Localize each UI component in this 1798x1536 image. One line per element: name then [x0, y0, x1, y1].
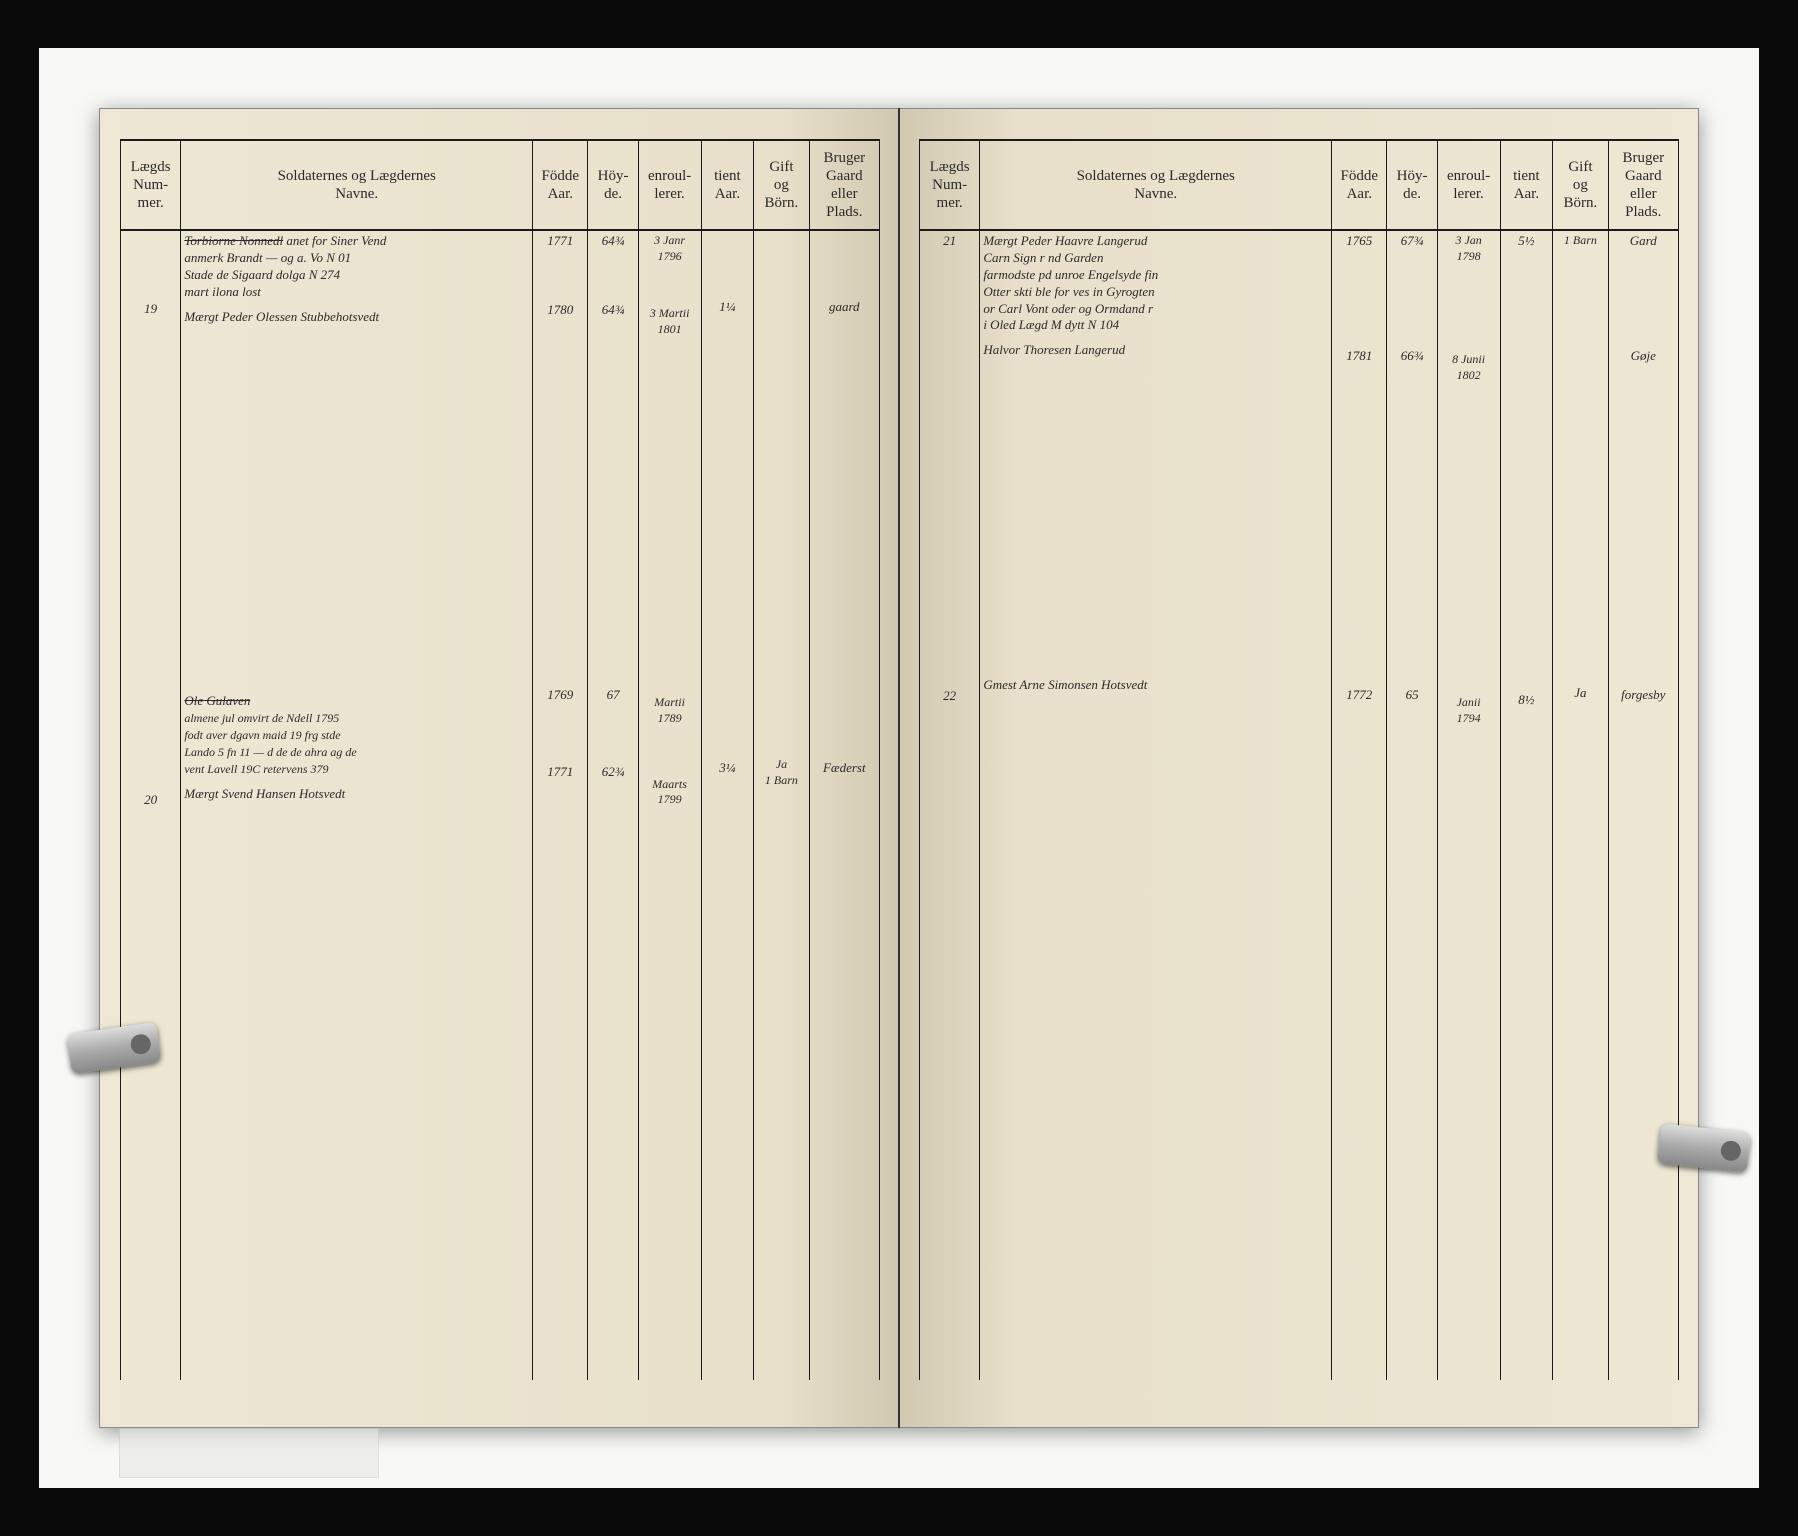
film-tab: [119, 1428, 379, 1478]
entry-gift: Ja: [1556, 685, 1604, 702]
header-enroul: enroul-lerer.: [638, 140, 701, 230]
book-spine: [898, 108, 900, 1428]
right-page: LægdsNum-mer. Soldaternes og LægdernesNa…: [899, 108, 1699, 1428]
entry-enroul: 8 Junii1802: [1441, 352, 1497, 383]
header-num: LægdsNum-mer.: [121, 140, 181, 230]
table-row: 21 22 Mærgt Peder Haavre Langerud Carn S…: [920, 230, 1679, 1380]
entry-fodde: 1769: [536, 687, 584, 704]
header-enroul: enroul-lerer.: [1437, 140, 1500, 230]
header-hoyde: Höy-de.: [1387, 140, 1437, 230]
entry-fodde: 1780: [536, 302, 584, 319]
register-table-right: LægdsNum-mer. Soldaternes og LægdernesNa…: [919, 139, 1679, 1380]
header-bruger: BrugerGaardellerPlads.: [1608, 140, 1678, 230]
entry-fodde: 1771: [536, 233, 584, 250]
entry-num: 20: [124, 792, 177, 809]
entry-name: Gmest Arne Simonsen Hotsvedt: [983, 677, 1328, 694]
entry-name: Mærgt Svend Hansen Hotsvedt: [184, 786, 529, 803]
entry-note: anet for Siner Vend: [286, 233, 386, 248]
entry-gift: 1 Barn: [1556, 233, 1604, 249]
entry-sub: anmerk Brandt — og a. Vo N 01Stade de Si…: [184, 250, 351, 299]
hoyde-col: 67¾ 66¾ 65: [1387, 230, 1437, 1380]
tient-col: 1¼ 3¼: [701, 230, 754, 1380]
entry-enroul: 3 Martii1801: [642, 306, 698, 337]
entry-tient: 8½: [1504, 692, 1550, 709]
register-book: LægdsNum-mer. Soldaternes og LægdernesNa…: [99, 108, 1699, 1428]
entry-hoyde: 67¾: [1390, 233, 1433, 250]
gift-col: Ja1 Barn: [754, 230, 809, 1380]
header-fodde: FöddeAar.: [1332, 140, 1387, 230]
entry-bruger: Fæderst: [813, 760, 876, 777]
entry-name: Halvor Thoresen Langerud: [983, 342, 1328, 359]
entry-name-struck: Torbiorne Nonnedl: [184, 233, 283, 248]
entry-hoyde: 67: [591, 687, 634, 704]
enroul-col: 3 Janr1796 3 Martii1801 Martii1789 Maart…: [638, 230, 701, 1380]
entry-enroul: 3 Jan1798: [1441, 233, 1497, 264]
entry-tient: 1¼: [705, 299, 751, 316]
num-col: 21 22: [920, 230, 980, 1380]
header-row: LægdsNum-mer. Soldaternes og LægdernesNa…: [920, 140, 1679, 230]
entry-fodde: 1771: [536, 764, 584, 781]
bruger-col: gaard Fæderst: [809, 230, 879, 1380]
entry-enroul: Janii1794: [1441, 695, 1497, 726]
names-col: Mærgt Peder Haavre Langerud Carn Sign r …: [980, 230, 1332, 1380]
entry-hoyde: 66¾: [1390, 348, 1433, 365]
entry-fodde: 1781: [1335, 348, 1383, 365]
fodde-col: 1765 1781 1772: [1332, 230, 1387, 1380]
entry-hoyde: 62¾: [591, 764, 634, 781]
names-col: Torbiorne Nonnedl anet for Siner Vend an…: [181, 230, 533, 1380]
entry-tient: 3¼: [705, 760, 751, 777]
entry-num: 22: [923, 688, 976, 705]
entry-tient: 5½: [1504, 233, 1550, 250]
header-fodde: FöddeAar.: [533, 140, 588, 230]
entry-hoyde: 65: [1390, 687, 1433, 704]
header-bruger: BrugerGaardellerPlads.: [809, 140, 879, 230]
entry-enroul: Martii1789: [642, 695, 698, 726]
header-gift: GiftogBörn.: [754, 140, 809, 230]
header-num: LægdsNum-mer.: [920, 140, 980, 230]
entry-bruger: Gard: [1612, 233, 1675, 250]
entry-bruger: gaard: [813, 299, 876, 316]
gift-col: 1 Barn Ja: [1553, 230, 1608, 1380]
entry-sub: almene jul omvirt de Ndell 1795fodt aver…: [184, 711, 356, 776]
entry-num: 21: [923, 233, 976, 250]
entry-name-struck: Ole Gulaven: [184, 693, 250, 708]
bruger-col: Gard Gøje forgesby: [1608, 230, 1678, 1380]
fodde-col: 1771 1780 1769 1771: [533, 230, 588, 1380]
header-hoyde: Höy-de.: [588, 140, 638, 230]
entry-bruger: Gøje: [1612, 348, 1675, 365]
header-tient: tientAar.: [701, 140, 754, 230]
enroul-col: 3 Jan1798 8 Junii1802 Janii1794: [1437, 230, 1500, 1380]
entry-name: Mærgt Peder Olessen Stubbehotsvedt: [184, 309, 529, 326]
entry-enroul: 3 Janr1796: [642, 233, 698, 264]
header-names: Soldaternes og LægdernesNavne.: [980, 140, 1332, 230]
left-page: LægdsNum-mer. Soldaternes og LægdernesNa…: [99, 108, 899, 1428]
header-names: Soldaternes og LægdernesNavne.: [181, 140, 533, 230]
tient-col: 5½ 8½: [1500, 230, 1553, 1380]
num-col: 19 20: [121, 230, 181, 1380]
header-row: LægdsNum-mer. Soldaternes og LægdernesNa…: [121, 140, 880, 230]
entry-sub: Carn Sign r nd Gardenfarmodste pd unroe …: [983, 250, 1158, 333]
entry-hoyde: 64¾: [591, 233, 634, 250]
entry-fodde: 1765: [1335, 233, 1383, 250]
entry-hoyde: 64¾: [591, 302, 634, 319]
photo-frame: LægdsNum-mer. Soldaternes og LægdernesNa…: [39, 48, 1759, 1488]
entry-gift: Ja1 Barn: [757, 757, 805, 788]
hoyde-col: 64¾ 64¾ 67 62¾: [588, 230, 638, 1380]
header-gift: GiftogBörn.: [1553, 140, 1608, 230]
table-row: 19 20 Torbiorne Nonnedl anet for Siner V…: [121, 230, 880, 1380]
entry-fodde: 1772: [1335, 687, 1383, 704]
header-tient: tientAar.: [1500, 140, 1553, 230]
entry-name: Mærgt Peder Haavre Langerud: [983, 233, 1147, 248]
entry-bruger: forgesby: [1612, 687, 1675, 704]
entry-enroul: Maarts1799: [642, 777, 698, 808]
entry-num: 19: [124, 301, 177, 318]
register-table-left: LægdsNum-mer. Soldaternes og LægdernesNa…: [120, 139, 880, 1380]
